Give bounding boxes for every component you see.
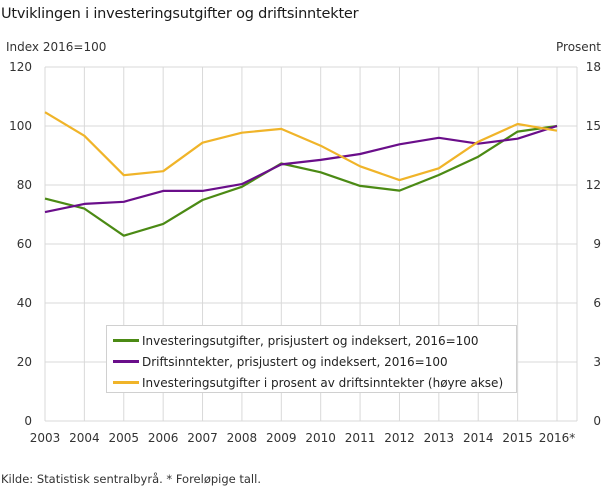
legend-label: Investeringsutgifter, prisjustert og ind… — [142, 333, 479, 348]
chart-title: Utviklingen i investeringsutgifter og dr… — [1, 6, 359, 22]
legend-item-percent: Investeringsutgifter i prosent av drifts… — [113, 372, 516, 393]
svg-text:120: 120 — [9, 60, 32, 74]
svg-text:2004: 2004 — [69, 431, 100, 445]
svg-text:2011: 2011 — [345, 431, 376, 445]
svg-text:12: 12 — [586, 178, 601, 192]
svg-text:18: 18 — [586, 60, 601, 74]
svg-text:80: 80 — [17, 178, 32, 192]
svg-text:2012: 2012 — [384, 431, 415, 445]
right-axis-label: Prosent — [556, 40, 601, 54]
legend-swatch-purple — [113, 360, 139, 363]
source-note: Kilde: Statistisk sentralbyrå. * Foreløp… — [1, 472, 261, 486]
svg-text:9: 9 — [593, 237, 601, 251]
legend-swatch-orange — [113, 381, 139, 384]
svg-text:0: 0 — [24, 414, 32, 428]
left-axis-label: Index 2016=100 — [6, 40, 107, 54]
svg-text:2005: 2005 — [108, 431, 139, 445]
svg-text:0: 0 — [593, 414, 601, 428]
svg-text:40: 40 — [17, 296, 32, 310]
legend-swatch-green — [113, 339, 139, 342]
legend-item-revenue: Driftsinntekter, prisjustert og indekser… — [113, 351, 516, 372]
svg-text:2014: 2014 — [463, 431, 494, 445]
legend-label: Investeringsutgifter i prosent av drifts… — [142, 375, 504, 390]
legend: Investeringsutgifter, prisjustert og ind… — [106, 325, 517, 393]
legend-item-investment: Investeringsutgifter, prisjustert og ind… — [113, 330, 516, 351]
svg-text:20: 20 — [17, 355, 32, 369]
svg-text:2013: 2013 — [424, 431, 455, 445]
axis-ticks: 0 0 20 3 40 6 60 9 80 12 100 15 120 18 2003 2004 2005 200… — [9, 60, 601, 445]
svg-text:15: 15 — [586, 119, 601, 133]
svg-text:2009: 2009 — [266, 431, 297, 445]
svg-text:2015: 2015 — [502, 431, 533, 445]
svg-text:2008: 2008 — [227, 431, 258, 445]
svg-text:3: 3 — [593, 355, 601, 369]
series-lines — [44, 111, 558, 237]
svg-text:60: 60 — [17, 237, 32, 251]
svg-text:2016*: 2016* — [539, 431, 576, 445]
svg-text:2003: 2003 — [30, 431, 61, 445]
svg-text:6: 6 — [593, 296, 601, 310]
svg-text:2006: 2006 — [148, 431, 179, 445]
svg-text:2007: 2007 — [187, 431, 218, 445]
svg-text:100: 100 — [9, 119, 32, 133]
legend-label: Driftsinntekter, prisjustert og indekser… — [142, 354, 448, 369]
svg-text:2010: 2010 — [305, 431, 336, 445]
